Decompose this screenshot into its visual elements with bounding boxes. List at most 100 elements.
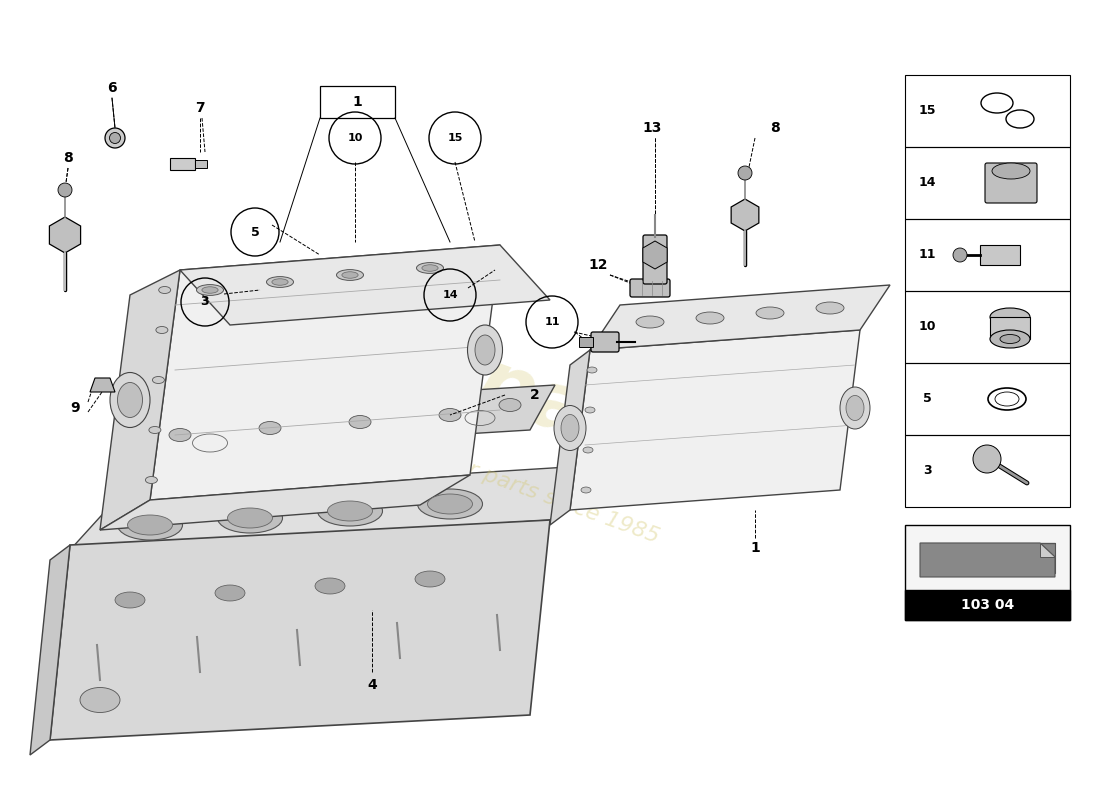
Circle shape bbox=[738, 166, 752, 180]
Bar bbox=[905, 363, 1070, 435]
Bar bbox=[905, 435, 1070, 507]
Ellipse shape bbox=[214, 585, 245, 601]
Ellipse shape bbox=[422, 265, 438, 271]
FancyBboxPatch shape bbox=[980, 245, 1020, 265]
Polygon shape bbox=[30, 545, 70, 755]
FancyBboxPatch shape bbox=[644, 235, 667, 284]
Text: 14: 14 bbox=[918, 177, 936, 190]
Ellipse shape bbox=[475, 335, 495, 365]
Text: 1: 1 bbox=[353, 95, 362, 109]
Ellipse shape bbox=[228, 508, 273, 528]
Text: 9: 9 bbox=[70, 401, 80, 415]
Bar bbox=[320, 86, 395, 118]
Bar bbox=[905, 525, 1070, 620]
Ellipse shape bbox=[337, 270, 363, 280]
Text: 10: 10 bbox=[918, 321, 936, 334]
Circle shape bbox=[104, 128, 125, 148]
Ellipse shape bbox=[266, 277, 294, 287]
Ellipse shape bbox=[417, 262, 443, 274]
Text: 7: 7 bbox=[195, 101, 205, 115]
Circle shape bbox=[974, 445, 1001, 473]
FancyBboxPatch shape bbox=[984, 163, 1037, 203]
Ellipse shape bbox=[328, 501, 373, 521]
Ellipse shape bbox=[156, 326, 168, 334]
Text: 6: 6 bbox=[107, 81, 117, 95]
Bar bbox=[905, 75, 1070, 147]
Ellipse shape bbox=[128, 515, 173, 535]
Text: 15: 15 bbox=[918, 105, 936, 118]
Text: 12: 12 bbox=[588, 258, 607, 272]
FancyBboxPatch shape bbox=[630, 279, 670, 297]
Polygon shape bbox=[70, 465, 600, 550]
Ellipse shape bbox=[468, 325, 503, 375]
Ellipse shape bbox=[80, 687, 120, 713]
Ellipse shape bbox=[148, 426, 161, 434]
Text: 11: 11 bbox=[918, 249, 936, 262]
Polygon shape bbox=[1040, 543, 1055, 557]
Ellipse shape bbox=[118, 510, 183, 540]
Bar bbox=[905, 219, 1070, 291]
Ellipse shape bbox=[218, 503, 283, 533]
Text: a passion for parts since 1985: a passion for parts since 1985 bbox=[339, 413, 661, 547]
Text: 5: 5 bbox=[251, 226, 260, 238]
Text: 15: 15 bbox=[448, 133, 463, 143]
Text: 3: 3 bbox=[200, 295, 209, 309]
Ellipse shape bbox=[110, 373, 150, 427]
Ellipse shape bbox=[554, 406, 586, 450]
Ellipse shape bbox=[990, 308, 1030, 326]
Polygon shape bbox=[590, 285, 890, 350]
Circle shape bbox=[58, 183, 72, 197]
Ellipse shape bbox=[318, 496, 383, 526]
Polygon shape bbox=[732, 199, 759, 231]
Polygon shape bbox=[180, 245, 550, 325]
Ellipse shape bbox=[1000, 334, 1020, 343]
Polygon shape bbox=[550, 350, 590, 525]
Ellipse shape bbox=[583, 447, 593, 453]
Ellipse shape bbox=[756, 307, 784, 319]
Ellipse shape bbox=[588, 337, 598, 343]
Ellipse shape bbox=[349, 415, 371, 429]
Polygon shape bbox=[920, 543, 1055, 577]
Ellipse shape bbox=[840, 387, 870, 429]
Ellipse shape bbox=[418, 489, 483, 519]
Ellipse shape bbox=[342, 272, 359, 278]
Polygon shape bbox=[100, 475, 470, 530]
Bar bbox=[905, 291, 1070, 363]
Ellipse shape bbox=[696, 312, 724, 324]
Text: 10: 10 bbox=[348, 133, 363, 143]
Ellipse shape bbox=[153, 377, 164, 383]
Text: eurospares: eurospares bbox=[228, 256, 733, 504]
Ellipse shape bbox=[992, 163, 1030, 179]
Polygon shape bbox=[50, 520, 550, 740]
Ellipse shape bbox=[202, 286, 218, 294]
Ellipse shape bbox=[990, 330, 1030, 348]
Ellipse shape bbox=[561, 414, 579, 442]
Ellipse shape bbox=[415, 571, 446, 587]
Polygon shape bbox=[120, 385, 556, 455]
Ellipse shape bbox=[315, 578, 345, 594]
Ellipse shape bbox=[169, 429, 191, 442]
Ellipse shape bbox=[118, 382, 143, 418]
Ellipse shape bbox=[258, 422, 280, 434]
Ellipse shape bbox=[145, 477, 157, 483]
Polygon shape bbox=[90, 378, 116, 392]
FancyBboxPatch shape bbox=[579, 337, 593, 347]
Circle shape bbox=[953, 248, 967, 262]
Text: 8: 8 bbox=[770, 121, 780, 135]
Polygon shape bbox=[570, 330, 860, 510]
Text: 2: 2 bbox=[530, 388, 540, 402]
Ellipse shape bbox=[439, 409, 461, 422]
Ellipse shape bbox=[428, 494, 473, 514]
Bar bbox=[905, 590, 1070, 620]
Ellipse shape bbox=[116, 592, 145, 608]
Polygon shape bbox=[150, 245, 501, 500]
Ellipse shape bbox=[499, 398, 521, 411]
Polygon shape bbox=[920, 543, 1055, 573]
Text: 8: 8 bbox=[63, 151, 73, 165]
Ellipse shape bbox=[846, 395, 864, 421]
Text: 103 04: 103 04 bbox=[961, 598, 1014, 612]
Ellipse shape bbox=[585, 407, 595, 413]
Ellipse shape bbox=[581, 487, 591, 493]
Polygon shape bbox=[100, 270, 180, 530]
Bar bbox=[195, 160, 207, 168]
